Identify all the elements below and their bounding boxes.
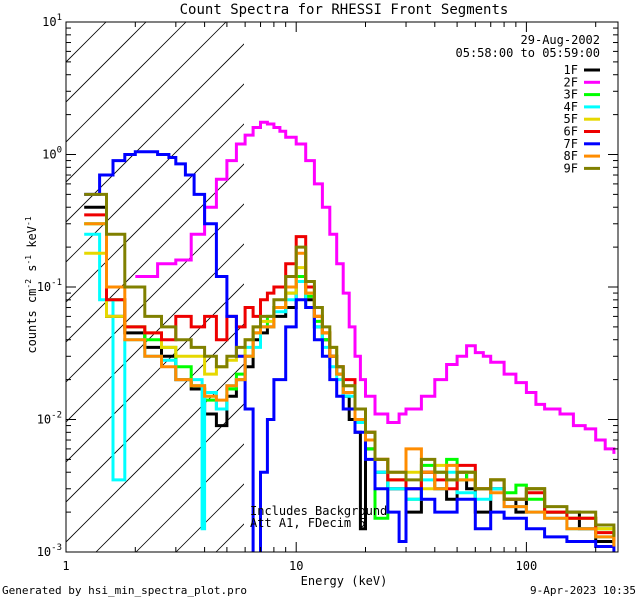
legend-label: 9F [564,161,578,175]
y-tick-label-exponent: 0 [57,146,62,156]
y-tick-label-base: 10 [42,148,56,162]
chart-title: Count Spectra for RHESSI Front Segments [180,2,509,18]
x-axis-label: Energy (keV) [301,574,388,588]
y-tick-label-base: 10 [37,413,51,427]
y-tick-label-base: 10 [37,280,51,294]
y-tick-label: 10-3 [37,543,62,559]
hatch-line [135,443,244,552]
y-axis-label-mid: s [25,265,39,279]
legend-label: 4F [564,100,578,114]
hatch-line [66,83,244,263]
legend-label: 3F [564,88,578,102]
hatch-line [66,123,244,303]
y-axis-label-base: counts cm [25,289,39,354]
series-2F [135,120,616,454]
date-label: 29-Aug-2002 [521,33,600,47]
hatch-line [66,323,244,503]
x-tick-label: 100 [516,559,538,573]
hatch-line [66,203,244,383]
y-axis-label-exp2: -1 [24,255,33,265]
hatch-line [95,403,244,552]
y-tick-label-exponent: 1 [57,13,62,23]
legend-label: 2F [564,75,578,89]
x-tick-label: 10 [289,559,303,573]
y-tick-label: 10-1 [37,278,62,294]
legend-label: 6F [564,125,578,139]
annotation-background: Includes Background [250,504,387,518]
axis-ticks [65,21,618,553]
y-tick-label: 100 [42,146,62,162]
series-7F [84,150,616,552]
footer-timestamp: 9-Apr-2023 10:35 [530,584,636,597]
annotation-attenuator: Att A1, FDecim 5 [250,516,366,530]
footer-generated-by: Generated by hsi_min_spectra_plot.pro [2,584,247,597]
y-axis-label-exp3: -1 [24,216,33,226]
hatch-line [66,283,244,463]
y-axis-label: counts cm-2 s-1 keV-1 [24,216,39,353]
y-tick-label-exponent: -1 [51,278,62,288]
y-tick-label-exponent: -3 [51,543,62,553]
legend-label: 1F [564,63,578,77]
y-axis-label-tail: keV [25,226,39,255]
y-tick-label-base: 10 [42,15,56,29]
y-tick-label: 101 [42,13,62,29]
legend-label: 8F [564,149,578,163]
hatched-region [66,22,244,552]
hatch-line [66,22,227,183]
series-1F [84,205,616,547]
y-tick-label-exponent: -2 [51,411,62,421]
time-range-label: 05:58:00 to 05:59:00 [456,46,601,60]
hatch-line [66,243,244,423]
y-axis-label-exp1: -2 [24,279,33,289]
series-9F [84,192,616,537]
series-group [84,120,616,552]
series-4F [84,232,616,547]
y-tick-label-base: 10 [37,545,51,559]
x-tick-label: 1 [62,559,69,573]
hatch-line [66,363,244,543]
hatch-line [66,22,187,143]
legend-label: 5F [564,112,578,126]
y-tick-label: 10-2 [37,411,62,427]
legend-label: 7F [564,137,578,151]
hatch-line [66,43,244,223]
x-tick-labels: 1 10 100 [62,559,537,573]
